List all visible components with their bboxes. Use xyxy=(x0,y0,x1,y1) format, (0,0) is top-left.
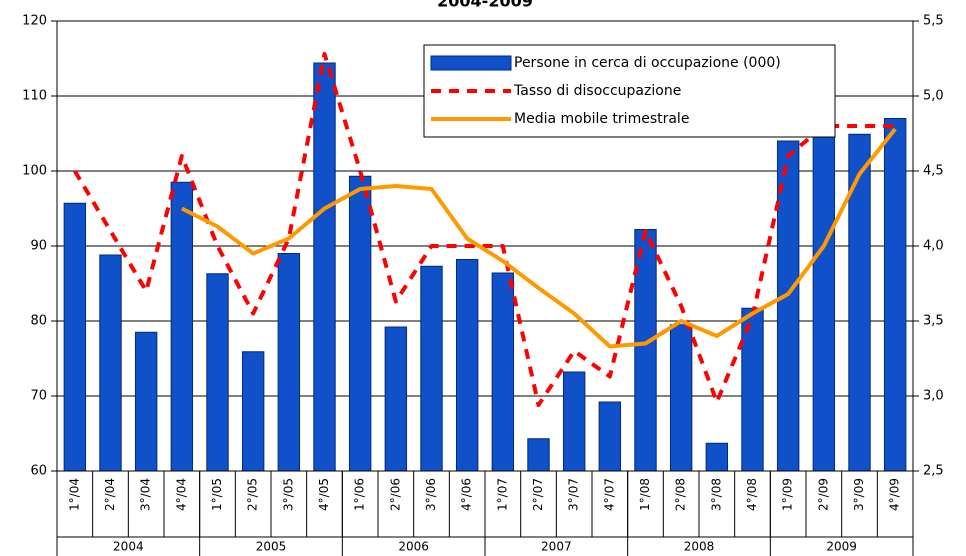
bar xyxy=(134,331,158,472)
legend-label: Media mobile trimestrale xyxy=(514,111,689,127)
bar xyxy=(348,175,372,472)
x-tick-label: 4°/07 xyxy=(602,478,616,511)
bar xyxy=(883,118,907,472)
x-tick-label: 3°/05 xyxy=(281,478,295,511)
x-tick-label: 1°/09 xyxy=(781,478,795,511)
x-tick-label: 2°/07 xyxy=(531,478,545,511)
y2-tick-label: 4,0 xyxy=(923,239,944,254)
y-tick-label: 60 xyxy=(30,464,47,479)
chart-title: 2004-2009 xyxy=(437,0,533,11)
x-tick-label: 4°/06 xyxy=(460,478,474,511)
year-label: 2005 xyxy=(256,540,287,554)
y-tick-label: 120 xyxy=(22,14,47,29)
x-tick-label: 2°/04 xyxy=(103,478,117,511)
year-label: 2004 xyxy=(113,540,144,554)
y2-tick-label: 3,0 xyxy=(923,389,944,404)
bar xyxy=(63,202,87,472)
x-tick-label: 1°/06 xyxy=(353,478,367,511)
bar xyxy=(741,307,764,472)
x-tick-label: 1°/08 xyxy=(638,478,652,511)
y-tick-label: 100 xyxy=(22,164,47,179)
x-tick-label: 3°/06 xyxy=(424,478,438,511)
bar xyxy=(812,121,836,472)
y-tick-label: 80 xyxy=(30,314,47,329)
x-tick-label: 3°/07 xyxy=(567,478,581,511)
y-tick-label: 110 xyxy=(22,89,47,104)
year-label: 2006 xyxy=(398,540,429,554)
x-tick-label: 2°/09 xyxy=(816,478,830,511)
x-tick-label: 2°/08 xyxy=(674,478,688,511)
legend-label: Persone in cerca di occupazione (000) xyxy=(514,55,781,71)
bar xyxy=(527,438,550,472)
x-tick-label: 3°/04 xyxy=(139,478,153,511)
year-label: 2008 xyxy=(684,540,715,554)
bar xyxy=(669,324,693,472)
bar xyxy=(420,265,443,472)
bar xyxy=(634,229,657,472)
line-series xyxy=(180,127,897,349)
x-tick-label: 1°/05 xyxy=(210,478,224,511)
legend-swatch xyxy=(430,55,512,71)
y2-tick-label: 5,5 xyxy=(923,14,944,29)
bar xyxy=(206,273,229,472)
y-tick-label: 70 xyxy=(30,389,47,404)
x-tick-label: 2°/06 xyxy=(388,478,402,511)
bar xyxy=(313,62,336,472)
year-label: 2007 xyxy=(541,540,572,554)
bar xyxy=(241,351,265,472)
y2-tick-label: 5,0 xyxy=(923,89,944,104)
x-tick-label: 3°/08 xyxy=(709,478,723,511)
line-series xyxy=(73,52,896,407)
y2-tick-label: 3,5 xyxy=(923,314,944,329)
bar xyxy=(384,326,408,472)
x-tick-label: 3°/09 xyxy=(852,478,866,511)
bar xyxy=(598,401,622,472)
bar xyxy=(170,181,194,472)
x-tick-label: 4°/04 xyxy=(174,478,188,511)
y-tick-label: 90 xyxy=(30,239,47,254)
year-label: 2009 xyxy=(826,540,857,554)
bar xyxy=(99,254,122,472)
bar xyxy=(455,259,479,472)
y2-tick-label: 4,5 xyxy=(923,164,944,179)
x-tick-label: 4°/09 xyxy=(888,478,902,511)
x-tick-label: 4°/05 xyxy=(317,478,331,511)
bar xyxy=(705,442,729,472)
legend-label: Tasso di disoccupazione xyxy=(513,83,681,99)
x-tick-label: 4°/08 xyxy=(745,478,759,511)
x-tick-label: 1°/04 xyxy=(67,478,81,511)
bar xyxy=(562,371,586,472)
bar xyxy=(491,272,515,472)
x-tick-label: 1°/07 xyxy=(495,478,509,511)
bar xyxy=(277,253,301,472)
y2-tick-label: 2,5 xyxy=(923,464,944,479)
x-tick-label: 2°/05 xyxy=(246,478,260,511)
